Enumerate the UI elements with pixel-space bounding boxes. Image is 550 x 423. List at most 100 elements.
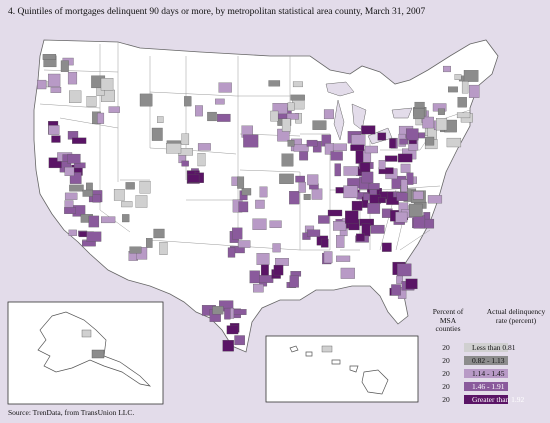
msa-county-patch	[234, 335, 245, 346]
map-legend: Percent of MSA counties Actual delinquen…	[424, 307, 548, 408]
msa-county-patch	[463, 70, 479, 82]
msa-county-patch	[82, 189, 93, 197]
msa-county-patch	[146, 238, 153, 248]
msa-county-patch	[67, 71, 78, 85]
legend-header-percent: Percent of MSA counties	[432, 307, 464, 333]
msa-county-patch	[139, 93, 153, 107]
msa-county-patch	[139, 180, 151, 194]
msa-county-patch	[273, 264, 284, 276]
msa-county-patch	[289, 275, 299, 288]
alaska-msa-fairbanks	[81, 329, 92, 338]
msa-counties	[37, 54, 480, 352]
msa-county-patch	[157, 116, 164, 123]
msa-county-patch	[256, 253, 270, 265]
msa-county-patch	[136, 247, 148, 260]
msa-county-patch	[48, 125, 60, 135]
msa-county-patch	[351, 134, 366, 146]
msa-county-patch	[384, 155, 398, 162]
msa-county-patch	[92, 194, 101, 203]
msa-county-patch	[295, 175, 305, 183]
msa-county-patch	[292, 81, 303, 88]
msa-county-patch	[121, 201, 133, 208]
msa-county-patch	[222, 340, 234, 352]
msa-county-patch	[378, 197, 386, 204]
msa-county-patch	[323, 251, 333, 264]
hawaii-inset-frame	[265, 335, 419, 403]
msa-county-patch	[377, 132, 387, 141]
legend-swatch	[464, 356, 508, 365]
msa-county-patch	[129, 246, 142, 254]
msa-county-patch	[227, 247, 236, 258]
msa-county-patch	[396, 192, 408, 201]
msa-county-patch	[108, 106, 120, 113]
msa-county-patch	[363, 193, 371, 201]
msa-county-patch	[287, 102, 295, 111]
msa-county-patch	[446, 137, 462, 148]
msa-county-patch	[461, 81, 469, 94]
msa-county-patch	[409, 203, 423, 217]
msa-county-patch	[414, 101, 425, 109]
msa-county-patch	[406, 128, 419, 141]
legend-swatch	[464, 382, 508, 391]
msa-county-patch	[184, 96, 192, 107]
msa-county-patch	[151, 127, 163, 141]
msa-county-patch	[351, 200, 363, 211]
msa-county-patch	[181, 133, 190, 145]
legend-swatch	[464, 369, 508, 378]
msa-county-patch	[427, 195, 443, 204]
msa-county-patch	[224, 307, 231, 320]
legend-percent: 20	[442, 343, 450, 352]
msa-county-patch	[333, 221, 347, 231]
legend-item: 20 Greater than 1.92	[424, 395, 548, 406]
msa-county-patch	[405, 278, 418, 290]
legend-label: Greater than 1.92	[472, 395, 525, 404]
msa-county-patch	[336, 235, 345, 248]
msa-county-patch	[356, 233, 365, 242]
msa-county-patch	[389, 138, 396, 149]
map-title: 4. Quintiles of mortgages delinquent 90 …	[8, 7, 426, 17]
msa-county-patch	[64, 192, 78, 200]
msa-county-patch	[378, 167, 394, 175]
msa-county-patch	[218, 82, 232, 93]
msa-county-patch	[397, 153, 413, 163]
hawaii-islands	[289, 345, 389, 395]
msa-county-patch	[307, 174, 319, 186]
msa-county-patch	[370, 224, 385, 234]
msa-county-patch	[86, 231, 102, 242]
msa-county-patch	[456, 112, 471, 119]
msa-county-patch	[290, 94, 305, 101]
msa-county-patch	[364, 145, 378, 154]
msa-county-patch	[448, 86, 458, 93]
msa-county-patch	[425, 136, 435, 146]
msa-county-patch	[368, 183, 380, 190]
alaska-landmass	[37, 311, 152, 387]
msa-county-patch	[241, 188, 252, 196]
msa-county-patch	[320, 238, 329, 248]
msa-county-patch	[355, 150, 364, 164]
msa-county-patch	[400, 163, 411, 173]
msa-county-patch	[249, 270, 260, 284]
msa-county-patch	[268, 80, 281, 87]
msa-county-patch	[100, 78, 114, 91]
msa-county-patch	[69, 90, 82, 103]
msa-county-patch	[327, 209, 343, 217]
msa-county-patch	[197, 143, 211, 151]
msa-county-patch	[350, 144, 365, 151]
msa-county-patch	[101, 216, 116, 224]
msa-county-patch	[281, 118, 291, 132]
msa-county-patch	[181, 160, 189, 167]
msa-county-patch	[397, 263, 412, 277]
msa-county-patch	[259, 275, 274, 283]
msa-county-patch	[318, 215, 330, 224]
msa-county-patch	[187, 174, 200, 183]
msa-county-patch	[437, 108, 445, 115]
legend-label: 0.82 - 1.13	[472, 356, 505, 365]
msa-county-patch	[255, 199, 265, 209]
msa-county-patch	[253, 283, 264, 293]
msa-county-patch	[281, 153, 294, 167]
msa-county-patch	[361, 125, 376, 135]
msa-county-patch	[303, 194, 311, 200]
msa-county-patch	[48, 73, 61, 87]
legend-percent: 20	[442, 382, 450, 391]
